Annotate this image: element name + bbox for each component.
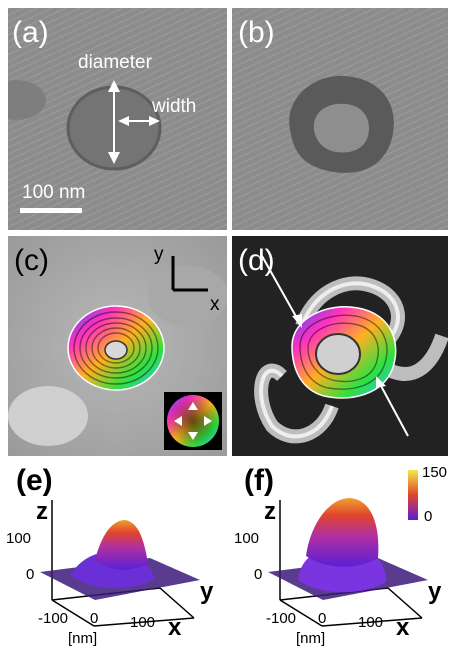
panel-b: (b) (232, 8, 448, 230)
panel-c: (c) y x (8, 236, 227, 456)
colorbar-min-label: 0 (424, 508, 433, 525)
diameter-label: diameter (78, 52, 152, 73)
x-tick-0-e: 0 (90, 610, 99, 627)
lorentz-image-d (232, 236, 448, 456)
color-wheel-icon (164, 392, 222, 450)
panel-label-d: (d) (238, 244, 275, 277)
unit-label-f: [nm] (296, 630, 326, 647)
y-axis-label-f: y (428, 578, 442, 605)
panel-label-c: (c) (14, 244, 49, 277)
width-label: width (152, 96, 197, 117)
panel-e: (e) z 100 0 y x -100 0 100 [nm] (0, 460, 226, 651)
lorentz-image-c (8, 236, 227, 456)
x-axis-label-e: x (168, 614, 182, 641)
scalebar-label: 100 nm (22, 182, 86, 203)
z-tick-100-e: 100 (6, 530, 32, 547)
x-tick-minus100-f: -100 (266, 610, 297, 627)
tem-image-a (8, 8, 227, 230)
z-tick-100-f: 100 (234, 530, 260, 547)
z-tick-0-e: 0 (26, 566, 35, 583)
surface-plot-e (40, 500, 200, 627)
axis-y-label: y (154, 244, 164, 265)
panel-f: (f) z 100 0 y x -100 0 100 [nm] 150 0 (228, 460, 455, 651)
panel-a: (a) diameter width 100 nm (8, 8, 227, 230)
tem-image-b (232, 8, 448, 230)
z-axis-label-f: z (264, 498, 276, 525)
x-tick-0-f: 0 (318, 610, 327, 627)
panel-label-b: (b) (238, 16, 275, 49)
axis-x-label: x (210, 294, 220, 315)
y-axis-label-e: y (200, 578, 214, 605)
surface-plot-f (268, 470, 428, 627)
panel-label-a: (a) (12, 16, 49, 49)
scalebar (20, 208, 82, 213)
colorbar (408, 470, 418, 520)
panel-label-f: (f) (244, 464, 274, 497)
x-tick-minus100-e: -100 (38, 610, 69, 627)
panel-d: (d) (232, 236, 448, 456)
unit-label-e: [nm] (68, 630, 98, 647)
z-axis-label-e: z (36, 498, 48, 525)
x-tick-100-f: 100 (358, 614, 384, 631)
x-tick-100-e: 100 (130, 614, 156, 631)
colorbar-max-label: 150 (422, 464, 448, 481)
x-axis-label-f: x (396, 614, 410, 641)
panel-label-e: (e) (16, 464, 53, 497)
z-tick-0-f: 0 (254, 566, 263, 583)
